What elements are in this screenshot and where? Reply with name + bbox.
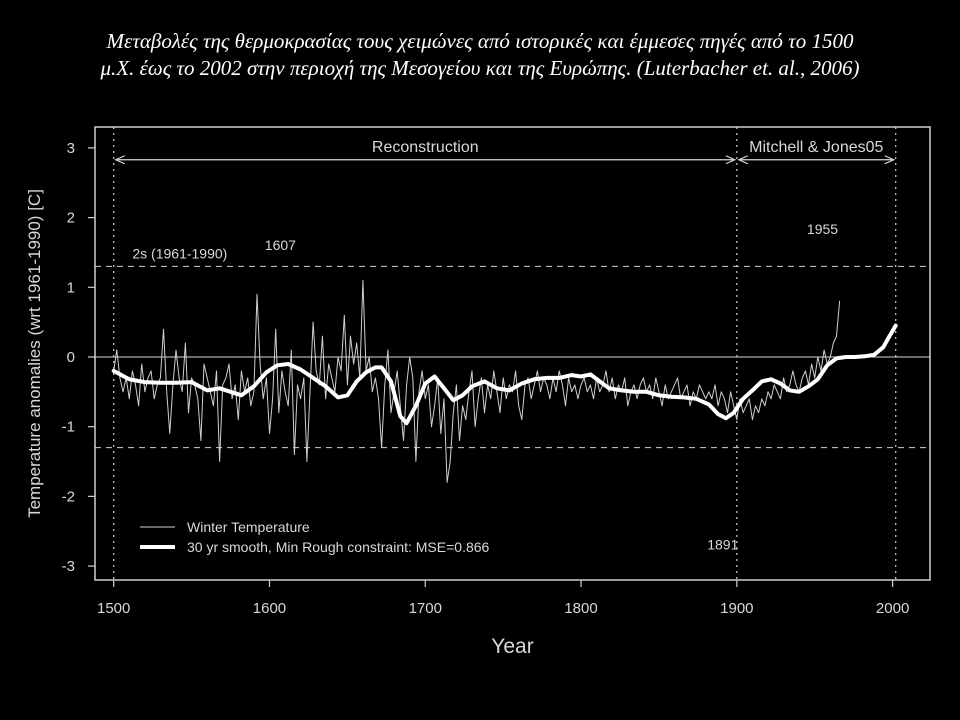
annotation-1955: 1955 (807, 221, 838, 237)
annotation-1607: 1607 (265, 237, 296, 253)
y-axis-title: Temperature anomalies (wrt 1961-1990) [C… (25, 189, 44, 518)
annotation-1891: 1891 (707, 537, 738, 553)
two-sigma-label: 2s (1961-1990) (132, 245, 227, 261)
y-tick-label-3: 3 (67, 140, 75, 157)
caption-line-2: μ.Χ. έως το 2002 στην περιοχή της Μεσογε… (100, 56, 860, 80)
series-line-30-yr-smooth-min-rough-constrain (111, 323, 898, 426)
x-tick-label-1600: 1600 (253, 600, 286, 617)
x-tick-label-1900: 1900 (720, 600, 753, 617)
data-series (111, 279, 898, 483)
period-arrowhead-right-reconstruction (725, 155, 737, 165)
reference-lines: 2s (1961-1990) Reconstruction Mitchell & J… (95, 127, 930, 580)
y-tick-label-2: 2 (67, 210, 75, 227)
legend: Winter Temperature 30 yr smooth, Min Rou… (140, 519, 490, 555)
period-arrowhead-left-reconstruction (114, 155, 125, 165)
x-tick-label-1800: 1800 (564, 600, 597, 617)
y-tick-label--2: -2 (62, 488, 75, 505)
y-tick-label--3: -3 (62, 558, 75, 575)
caption-line-1: Μεταβολές της θερμοκρασίας τους χειμώνες… (106, 29, 854, 53)
y-tick-label-0: 0 (67, 349, 75, 366)
x-tick-label-1500: 1500 (97, 600, 130, 617)
legend-label-smooth: 30 yr smooth, Min Rough constraint: MSE=… (187, 539, 490, 555)
series-line-winter-temperature (113, 279, 841, 483)
legend-label-winter-temperature: Winter Temperature (187, 519, 310, 535)
period-label-mitchell-jones05: Mitchell & Jones05 (749, 139, 883, 156)
y-tick-label--1: -1 (62, 419, 75, 436)
x-axis-title: Year (491, 635, 533, 658)
y-tick-label-1: 1 (67, 279, 75, 296)
figure-caption: Μεταβολές της θερμοκρασίας τους χειμώνες… (0, 28, 960, 82)
plot-frame (94, 126, 931, 581)
axes: 3 2 1 0 -1 -2 -3 1500 1600 1700 1800 1900 2000 (62, 140, 910, 617)
x-tick-label-2000: 2000 (876, 600, 909, 617)
period-label-reconstruction: Reconstruction (372, 139, 479, 156)
period-arrowhead-left-mitchell-jones05 (737, 155, 749, 165)
x-tick-label-1700: 1700 (409, 600, 442, 617)
annotations: 1607 1955 1891 (265, 221, 838, 553)
period-arrowhead-right-mitchell-jones05 (884, 155, 896, 165)
